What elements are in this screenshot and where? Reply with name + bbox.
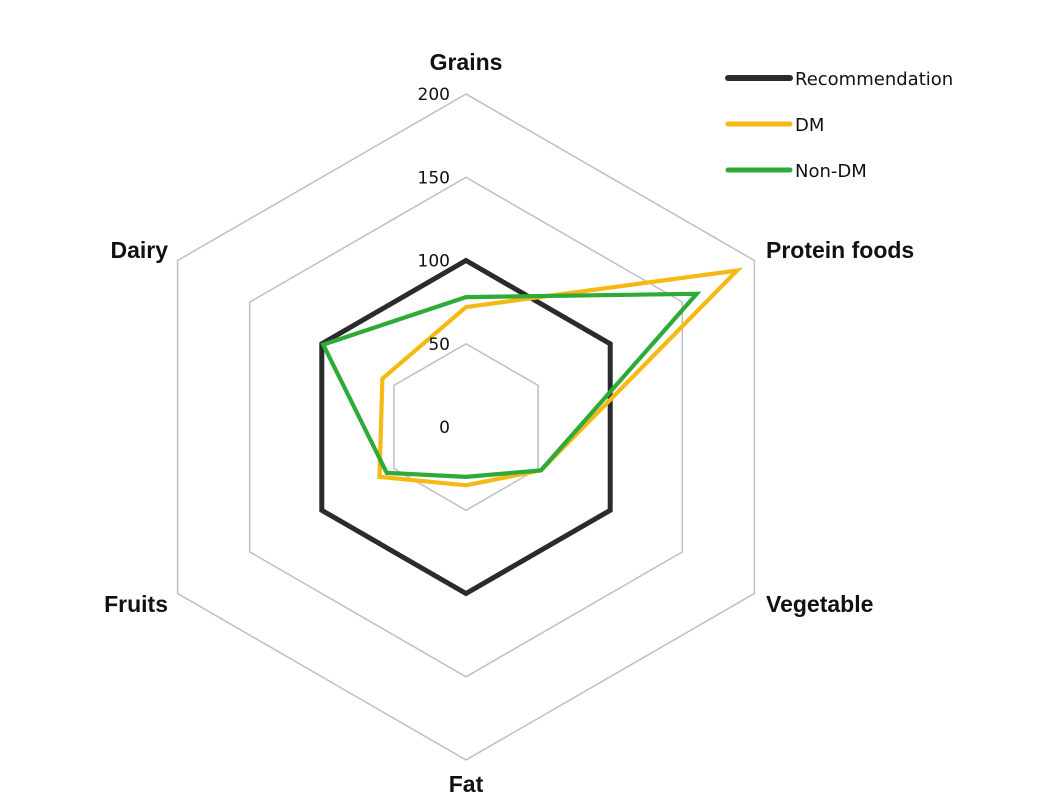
- grid-ring-200: [176, 93, 756, 761]
- grid-ring-150: [248, 176, 684, 678]
- tick-label-100: 100: [418, 252, 450, 272]
- series-non-dm: [320, 291, 702, 480]
- axis-label-dairy: Dairy: [110, 237, 168, 263]
- axis-labels: Grains Protein foods Vegetable Fat Fruits Dai…: [104, 49, 914, 797]
- radar-series: [319, 257, 743, 597]
- grid-ring-50: [393, 342, 539, 512]
- legend-label-dm: DM: [795, 115, 824, 136]
- tick-label-200: 200: [418, 85, 450, 105]
- radar-grid: [176, 93, 756, 761]
- axis-label-grains: Grains: [430, 49, 503, 75]
- legend-label-non-dm: Non-DM: [795, 161, 867, 182]
- legend-label-recommendation: Recommendation: [795, 69, 953, 90]
- tick-label-50: 50: [428, 335, 450, 355]
- tick-label-0: 0: [439, 418, 450, 438]
- tick-label-150: 150: [418, 168, 450, 188]
- legend: Recommendation DM Non-DM: [725, 69, 953, 182]
- axis-label-vegetable: Vegetable: [766, 591, 873, 617]
- axis-label-fruits: Fruits: [104, 591, 168, 617]
- axis-label-fat: Fat: [449, 771, 484, 797]
- axis-label-protein-foods: Protein foods: [766, 237, 914, 263]
- radial-tick-labels: 0 50 100 150 200: [418, 85, 450, 438]
- series-dm: [377, 267, 743, 488]
